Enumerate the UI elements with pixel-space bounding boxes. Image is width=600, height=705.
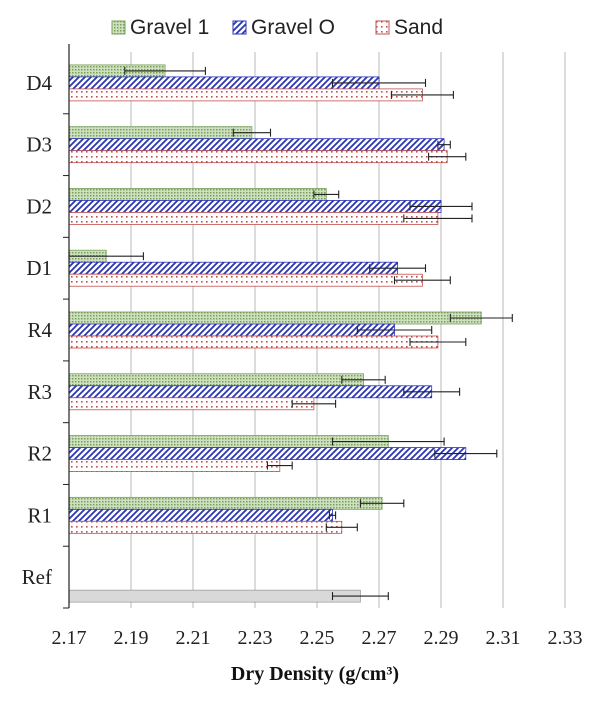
error-bar: [393, 276, 451, 285]
bar-sand: [68, 212, 439, 225]
error-bar: [409, 338, 467, 346]
x-tick-label: 2.17: [52, 627, 87, 649]
legend: Gravel 1 Gravel O Sand: [111, 16, 443, 39]
error-bar: [403, 214, 473, 223]
error-bar: [434, 449, 498, 458]
error-bar: [437, 140, 451, 149]
legend-swatch: [111, 20, 126, 35]
bar-sand: [68, 150, 448, 164]
category-label: R4: [27, 318, 52, 342]
bar-gravel-1: [68, 188, 327, 201]
legend-label: Sand: [394, 16, 443, 39]
bar-gravel-o: [68, 261, 399, 275]
bars: [68, 64, 513, 603]
axes: 2.17 2.19 2.21 2.23 2.25 2.27 2.29 2.31 2.33 D4 D3…: [22, 44, 583, 649]
bar-sand: [68, 88, 423, 102]
error-bar: [313, 190, 340, 199]
category-label: Ref: [22, 565, 52, 589]
bar-sand: [68, 520, 343, 534]
error-bar: [356, 326, 433, 334]
x-tick-label: 2.21: [176, 627, 211, 649]
x-axis-title: Dry Density (g/cm³): [231, 663, 399, 685]
x-tick-label: 2.29: [424, 627, 459, 649]
error-bar: [124, 66, 206, 75]
bar-gravel-o: [68, 447, 467, 460]
error-bar: [331, 78, 427, 87]
error-bar: [403, 387, 461, 396]
error-bar: [428, 152, 467, 161]
bar-sand: [68, 397, 315, 411]
error-bar: [409, 202, 473, 211]
legend-item: Gravel O: [232, 16, 335, 39]
bar-sand: [68, 459, 281, 472]
error-bar: [390, 90, 454, 99]
legend-item: Sand: [375, 16, 443, 39]
x-tick-label: 2.23: [238, 627, 273, 649]
bar-gravel-1: [68, 373, 364, 387]
bar-gravel-1: [68, 496, 383, 510]
bar-gravel-o: [68, 508, 333, 522]
bar-gravel-o: [68, 323, 395, 337]
legend-label: Gravel O: [251, 16, 335, 39]
error-bar: [325, 523, 358, 532]
x-tick-label: 2.27: [362, 627, 397, 649]
category-label: D4: [26, 71, 52, 95]
category-label: D2: [26, 194, 52, 218]
bar-gravel-1: [68, 126, 253, 140]
legend-item: Gravel 1: [111, 16, 209, 39]
bar-gravel-1: [68, 311, 482, 325]
error-bar: [291, 399, 337, 408]
bar-gravel-o: [68, 200, 442, 213]
legend-label: Gravel 1: [130, 16, 209, 39]
bar-sand: [68, 335, 439, 349]
x-tick-label: 2.25: [300, 627, 335, 649]
error-bar: [369, 264, 427, 273]
error-bar-ref: [331, 592, 389, 601]
category-label: R3: [27, 380, 52, 404]
bar-gravel-o: [68, 385, 433, 399]
error-bar: [331, 437, 445, 446]
legend-swatch: [232, 20, 247, 35]
bar-gravel-o: [68, 138, 445, 152]
x-tick-label: 2.31: [486, 627, 521, 649]
x-tick-label: 2.19: [114, 627, 149, 649]
category-label: D1: [26, 256, 52, 280]
error-bar: [232, 128, 272, 137]
bar-ref: [68, 589, 361, 603]
error-bar: [449, 314, 513, 322]
category-label: R2: [27, 442, 52, 466]
legend-swatch: [375, 20, 390, 35]
x-tick-label: 2.33: [548, 627, 583, 649]
category-label: R1: [27, 503, 52, 527]
category-label: D3: [26, 133, 52, 157]
error-bar: [328, 511, 337, 520]
bar-sand: [68, 273, 423, 287]
error-bar: [359, 499, 405, 508]
error-bar: [341, 375, 386, 384]
error-bar: [266, 461, 293, 470]
